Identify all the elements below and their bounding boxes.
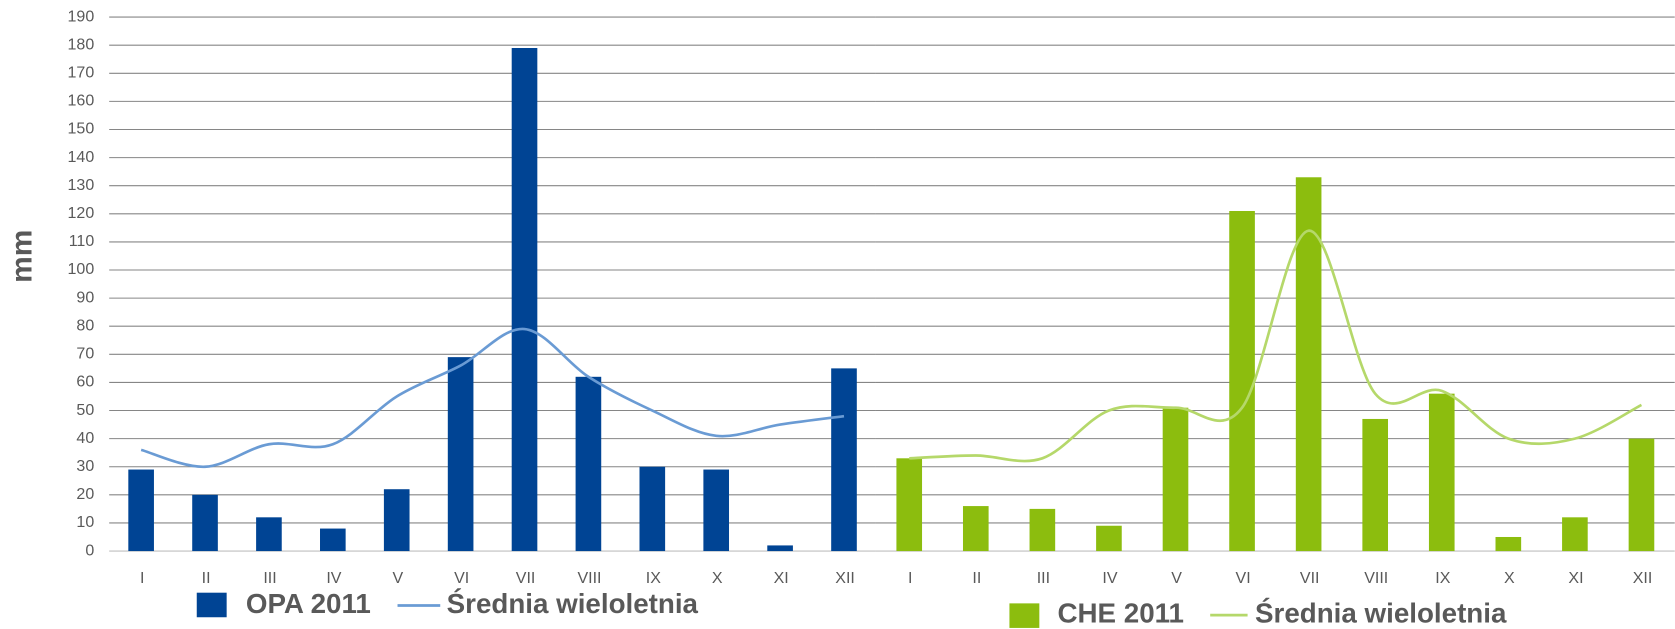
- bar: [1162, 407, 1189, 552]
- y-tick-label: 50: [76, 402, 94, 419]
- bar: [896, 458, 923, 552]
- bar: [1229, 210, 1255, 552]
- legend-swatch: [1009, 603, 1040, 628]
- x-tick-label: X: [1504, 570, 1515, 587]
- x-tick-label: X: [712, 570, 723, 587]
- x-tick-label: III: [1037, 570, 1050, 587]
- y-tick-label: 0: [85, 542, 94, 559]
- x-tick-label: V: [1171, 570, 1182, 587]
- y-tick-label: 130: [68, 177, 95, 194]
- x-tick-label: IV: [326, 570, 341, 587]
- x-tick-label: VIII: [1364, 570, 1388, 587]
- x-tick-label: VIII: [577, 570, 601, 587]
- bar: [962, 506, 989, 552]
- bar: [128, 469, 154, 552]
- x-tick-label: VII: [1300, 570, 1320, 587]
- x-tick-label: IX: [1435, 570, 1450, 587]
- x-tick-label: XI: [1568, 570, 1583, 587]
- y-tick-label: 60: [76, 374, 94, 391]
- y-axis-label: mm: [6, 230, 39, 283]
- x-tick-label: II: [972, 570, 981, 587]
- x-tick-label: V: [392, 570, 403, 587]
- bar: [1562, 517, 1588, 552]
- line: [140, 327, 845, 469]
- x-tick-label: IV: [1102, 570, 1117, 587]
- x-tick-label: XII: [835, 570, 855, 587]
- bar: [1628, 438, 1655, 552]
- legend-label: Średnia wieloletnia: [1255, 597, 1507, 628]
- bar: [1295, 177, 1322, 552]
- y-tick-label: 140: [68, 149, 95, 166]
- y-tick-label: 100: [68, 261, 95, 278]
- y-tick-label: 90: [76, 289, 94, 306]
- bar: [1029, 508, 1056, 552]
- bar: [192, 494, 218, 552]
- legend-label: CHE 2011: [1057, 597, 1184, 628]
- bar: [703, 469, 730, 552]
- bar: [767, 545, 793, 552]
- legend-swatch: [196, 592, 227, 618]
- bar: [831, 368, 857, 552]
- y-tick-label: 180: [68, 36, 95, 53]
- y-tick-label: 120: [68, 205, 95, 222]
- y-tick-label: 110: [69, 233, 95, 250]
- x-tick-label: III: [263, 570, 276, 587]
- legend-label: OPA 2011: [246, 588, 371, 619]
- bar: [639, 466, 666, 552]
- bar: [447, 357, 474, 552]
- x-tick-label: XII: [1633, 570, 1653, 587]
- x-tick-label: I: [140, 570, 144, 587]
- bar: [383, 489, 410, 552]
- bar: [575, 376, 602, 552]
- y-tick-label: 150: [68, 121, 95, 138]
- bar: [1495, 536, 1522, 552]
- x-tick-label: VI: [454, 570, 469, 587]
- x-tick-label: XI: [774, 570, 789, 587]
- y-tick-label: 80: [76, 317, 94, 334]
- bar: [320, 528, 346, 552]
- x-tick-label: I: [908, 570, 912, 587]
- x-tick-label: II: [202, 570, 211, 587]
- x-tick-label: VII: [516, 570, 536, 587]
- y-tick-label: 10: [76, 514, 94, 531]
- y-tick-label: 40: [76, 430, 94, 447]
- bar: [1096, 525, 1122, 552]
- line: [909, 229, 1643, 463]
- y-tick-label: 20: [76, 486, 94, 503]
- bar: [1362, 418, 1389, 552]
- legend-label: Średnia wieloletnia: [447, 588, 699, 619]
- bar: [511, 47, 538, 552]
- bar: [1428, 393, 1455, 552]
- x-tick-label: VI: [1236, 570, 1251, 587]
- y-tick-label: 30: [76, 458, 94, 475]
- y-tick-label: 170: [68, 65, 95, 82]
- y-tick-label: 160: [68, 93, 95, 110]
- bar: [256, 517, 282, 552]
- y-tick-label: 70: [76, 346, 94, 363]
- y-tick-label: 190: [68, 8, 95, 25]
- x-tick-label: IX: [646, 570, 661, 587]
